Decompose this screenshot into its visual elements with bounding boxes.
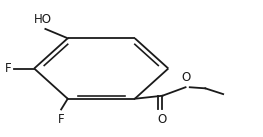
Text: O: O	[181, 71, 190, 84]
Text: O: O	[158, 113, 167, 126]
Text: HO: HO	[34, 12, 52, 25]
Text: F: F	[5, 62, 11, 75]
Text: F: F	[58, 113, 64, 126]
